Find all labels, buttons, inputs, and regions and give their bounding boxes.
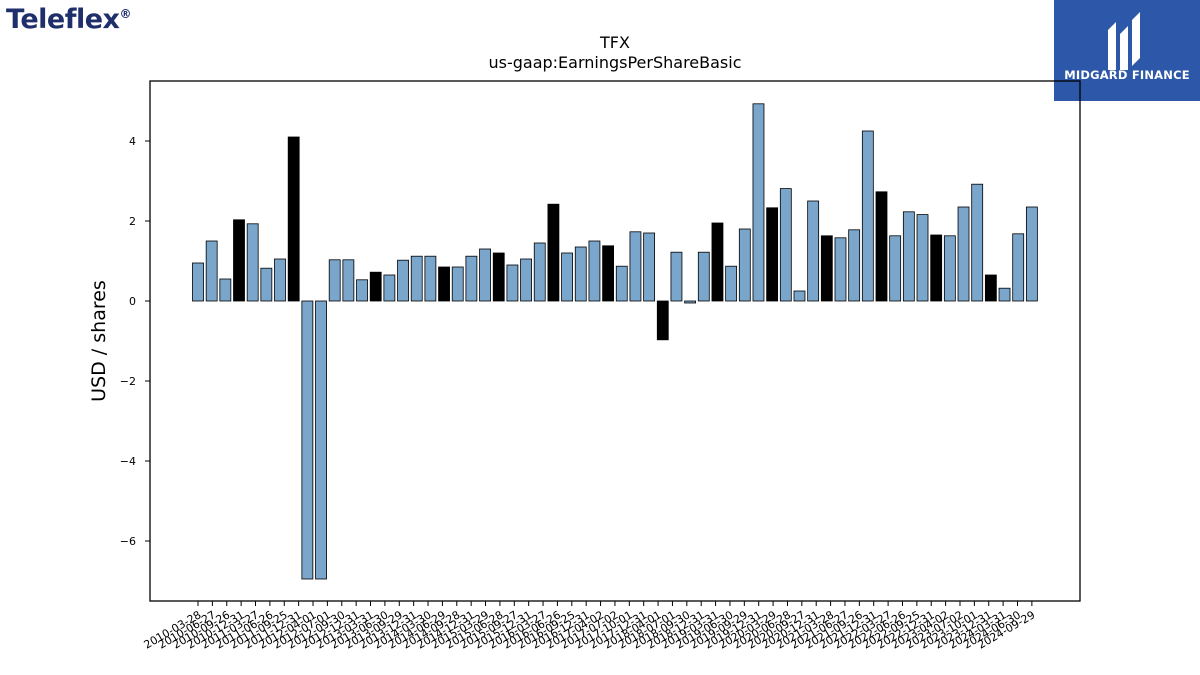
- bar-2011-12-31: [287, 136, 300, 302]
- chart-title: TFX: [599, 33, 630, 52]
- bar-2013-06-30: [369, 271, 382, 302]
- bar-2024-09-29: [984, 274, 997, 302]
- bar-2014-06-29: [424, 255, 437, 302]
- bar-2015-03-29: [465, 255, 478, 302]
- bar-2020-09-27: [766, 207, 779, 302]
- bar-2021-03-28: [793, 290, 806, 302]
- bar-2010-09-26: [219, 278, 232, 302]
- bar-2018-07-01: [643, 232, 656, 302]
- bar-2011-06-26: [260, 267, 273, 302]
- bar-undefined: [1012, 233, 1025, 302]
- x-ticks-group: 2010-03-282010-06-272010-09-262010-12-31…: [142, 601, 1037, 652]
- y-tick-label: 0: [129, 295, 136, 308]
- bar-2016-09-25: [547, 203, 560, 302]
- plot-frame: [149, 80, 1081, 602]
- bar-2017-10-01: [602, 245, 614, 302]
- bar-2011-09-25: [274, 258, 286, 302]
- bar-2014-09-28: [438, 266, 450, 302]
- bar-2015-09-27: [492, 252, 505, 302]
- bar-2022-06-26: [861, 130, 874, 302]
- bar-2018-12-31: [670, 251, 683, 302]
- bar-2024-03-31: [957, 206, 970, 302]
- bar-2012-09-30: [328, 259, 341, 302]
- chart-subtitle: us-gaap:EarningsPerShareBasic: [488, 53, 741, 72]
- bar-2011-03-27: [246, 223, 259, 302]
- y-tick-label: −2: [120, 375, 136, 388]
- bar-undefined: [998, 287, 1011, 302]
- bar-2010-03-28: [192, 262, 204, 302]
- bar-2017-07-02: [588, 240, 601, 302]
- bar-2015-06-28: [479, 248, 491, 302]
- bar-2022-09-25: [875, 191, 888, 302]
- bar-2024-06-30: [971, 183, 984, 302]
- bar-2016-12-31: [561, 252, 573, 302]
- y-tick-label: 2: [129, 215, 136, 228]
- bar-2014-12-31: [451, 266, 464, 302]
- bar-2010-06-27: [205, 240, 218, 302]
- teleflex-logo-reg: ®: [119, 7, 131, 21]
- bar-2023-10-01: [930, 234, 943, 302]
- bar-2017-04-02: [574, 246, 587, 302]
- bar-2021-09-26: [820, 235, 833, 302]
- bar-2016-06-26: [533, 242, 546, 302]
- teleflex-logo-text: Teleflex: [6, 4, 120, 35]
- bar-2022-12-31: [889, 235, 902, 302]
- bar-2021-06-27: [807, 200, 820, 302]
- bar-2019-12-31: [725, 265, 738, 302]
- bar-2012-07-01: [315, 300, 327, 580]
- bar-2019-06-30: [697, 251, 710, 302]
- bar-2014-03-30: [410, 255, 423, 302]
- bar-2019-03-31: [684, 300, 697, 304]
- midgard-finance-text: MIDGARD FINANCE: [1064, 68, 1190, 82]
- bar-2020-03-29: [738, 228, 751, 302]
- midgard-finance-logo: MIDGARD FINANCE: [1054, 0, 1200, 101]
- bar-2020-06-28: [752, 103, 765, 302]
- bar-undefined: [1025, 206, 1038, 302]
- bar-2023-04-02: [902, 211, 915, 302]
- bar-2012-04-01: [301, 300, 314, 580]
- midgard-finance-emblem: [1054, 0, 1200, 101]
- y-axis-label: USD / shares: [88, 280, 110, 402]
- bar-2012-12-31: [342, 259, 355, 302]
- bar-2015-12-31: [506, 264, 519, 302]
- bar-2020-12-31: [779, 188, 792, 302]
- bar-2016-03-27: [520, 258, 532, 302]
- bars-group: [192, 103, 1038, 580]
- bar-2023-12-31: [943, 235, 956, 302]
- bar-2013-09-29: [383, 274, 396, 302]
- y-tick-label: −4: [120, 455, 136, 468]
- bar-2013-03-31: [356, 279, 368, 302]
- bar-2018-09-30: [656, 300, 669, 341]
- bar-2023-07-02: [916, 214, 929, 302]
- bar-2019-09-29: [711, 222, 724, 302]
- bar-2017-12-31: [615, 265, 628, 302]
- bar-2013-12-31: [397, 259, 409, 302]
- y-tick-label: 4: [129, 135, 136, 148]
- bar-2018-04-01: [629, 231, 642, 302]
- y-tick-label: −6: [120, 535, 136, 548]
- bar-2010-12-31: [233, 219, 245, 302]
- teleflex-logo: Teleflex®: [6, 4, 131, 35]
- y-ticks-group: −6 −4 −2 0 2 4: [120, 135, 150, 548]
- bar-2022-03-27: [848, 229, 861, 302]
- bar-2021-12-31: [834, 237, 847, 302]
